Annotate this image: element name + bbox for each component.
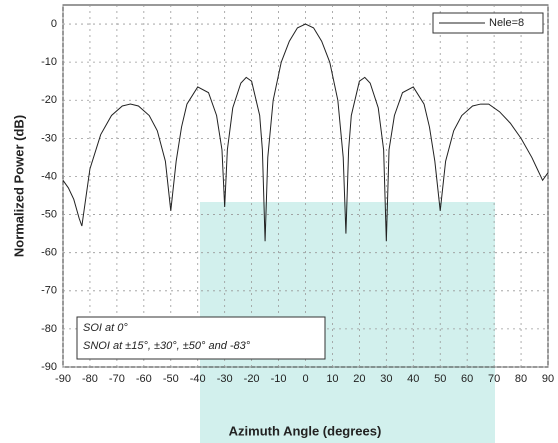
y-tick-label: -40 bbox=[41, 170, 57, 182]
x-tick-label: -60 bbox=[136, 373, 152, 385]
y-tick-label: -90 bbox=[41, 361, 57, 373]
x-tick-label: 0 bbox=[302, 373, 308, 385]
x-tick-label: -40 bbox=[190, 373, 206, 385]
x-tick-label: -30 bbox=[217, 373, 233, 385]
y-tick-label: -10 bbox=[41, 56, 57, 68]
legend-label: Nele=8 bbox=[489, 17, 524, 29]
line bbox=[62, 23, 549, 242]
x-tick-label: -80 bbox=[82, 373, 98, 385]
x-axis-label: Azimuth Angle (degrees) bbox=[229, 423, 382, 438]
annotation: SNOI at ±15°, ±30°, ±50° and -83° bbox=[83, 340, 251, 352]
x-tick-label: 40 bbox=[407, 373, 419, 385]
x-tick-label: 80 bbox=[515, 373, 527, 385]
y-tick-label: -50 bbox=[41, 208, 57, 220]
y-tick-label: -30 bbox=[41, 132, 57, 144]
legend-box bbox=[432, 12, 544, 34]
annotation-box bbox=[76, 316, 326, 360]
y-tick-label: -80 bbox=[41, 323, 57, 335]
x-tick-label: -10 bbox=[271, 373, 287, 385]
x-tick-label: -50 bbox=[163, 373, 179, 385]
annotation: SOI at 0° bbox=[83, 322, 128, 334]
x-tick-label: -70 bbox=[109, 373, 125, 385]
x-tick-label: 70 bbox=[488, 373, 500, 385]
y-tick-label: -60 bbox=[41, 247, 57, 259]
x-tick-label: 30 bbox=[380, 373, 392, 385]
x-tick-label: 90 bbox=[542, 373, 554, 385]
y-tick-label: -20 bbox=[41, 94, 57, 106]
y-tick-label: -70 bbox=[41, 285, 57, 297]
x-tick-label: -20 bbox=[244, 373, 260, 385]
x-tick-label: 50 bbox=[434, 373, 446, 385]
x-tick-label: 60 bbox=[461, 373, 473, 385]
y-tick-label: 0 bbox=[51, 18, 57, 30]
x-tick-label: -90 bbox=[55, 373, 71, 385]
y-axis-label: Normalized Power (dB) bbox=[11, 115, 26, 257]
x-tick-label: 10 bbox=[326, 373, 338, 385]
x-tick-label: 20 bbox=[353, 373, 365, 385]
